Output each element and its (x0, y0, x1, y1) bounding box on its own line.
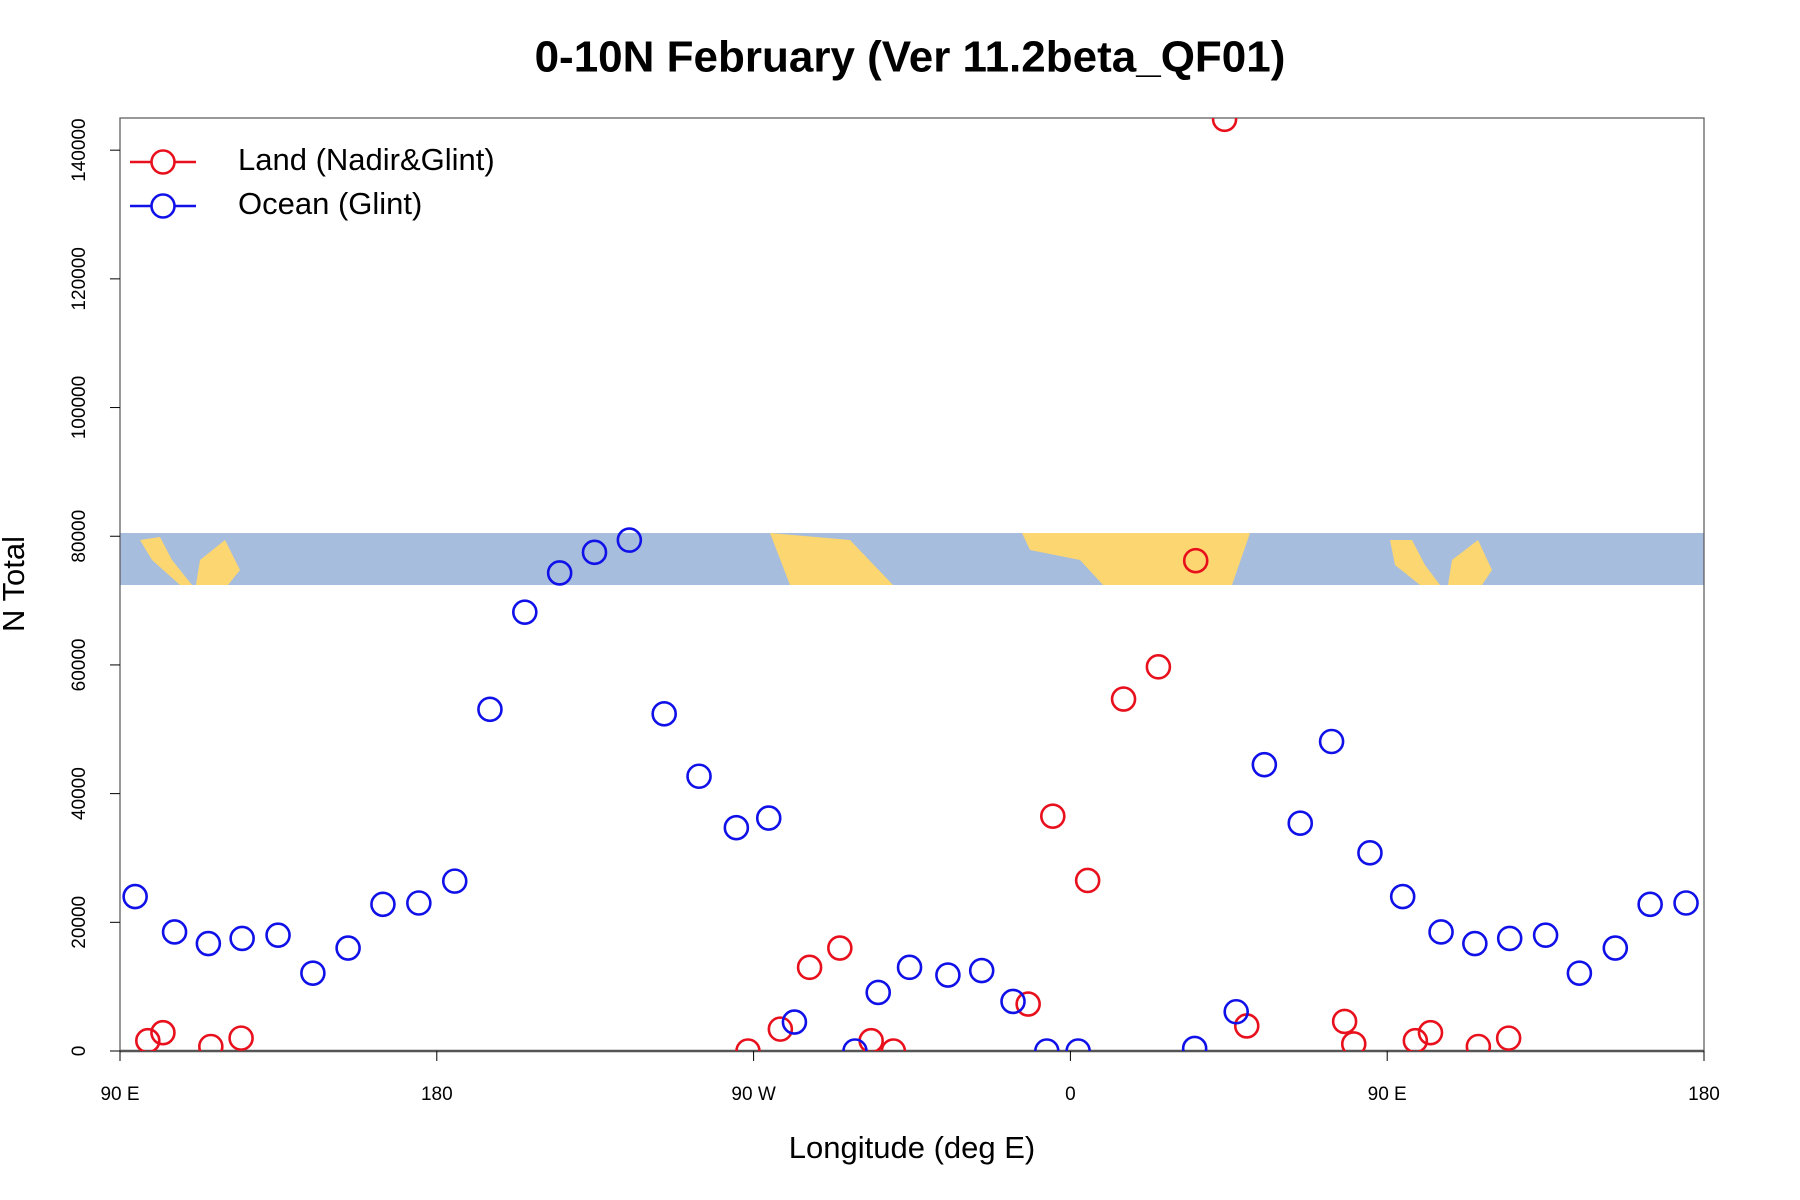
point (1318, 728, 1345, 755)
point (1145, 654, 1172, 680)
y-tick-label: 100000 (69, 376, 90, 439)
point (1181, 1035, 1208, 1051)
legend-marker (150, 193, 176, 219)
point (1182, 547, 1209, 574)
point (1495, 1025, 1522, 1051)
point (1340, 1031, 1367, 1051)
point (1287, 810, 1314, 837)
x-tick-label: 90 E (1368, 1084, 1407, 1105)
point (335, 935, 361, 961)
point (1074, 867, 1101, 894)
point (1417, 1019, 1444, 1046)
point (767, 1016, 794, 1042)
y-axis-label: N Total (0, 536, 31, 632)
point (781, 1009, 808, 1035)
point (896, 954, 923, 981)
point (1000, 988, 1026, 1015)
point (1110, 686, 1137, 712)
point (1034, 1038, 1060, 1051)
legend-label: Land (Nadir&Glint) (238, 142, 495, 177)
y-tick-label: 80000 (69, 510, 90, 563)
point (546, 560, 573, 586)
point (1465, 1033, 1492, 1051)
point (229, 925, 255, 952)
point (370, 891, 396, 918)
point (827, 935, 853, 961)
point (1015, 991, 1041, 1017)
point (135, 1027, 161, 1051)
y-tick-label: 40000 (69, 767, 90, 820)
point (228, 1025, 254, 1051)
point (1211, 118, 1238, 133)
point (651, 701, 677, 727)
point (1496, 925, 1523, 952)
point (406, 890, 432, 916)
point (1040, 803, 1066, 829)
chart-title: 0-10N February (Ver 11.2beta_QF01) (535, 33, 1286, 82)
point (581, 539, 608, 566)
x-tick-label: 180 (421, 1084, 453, 1105)
point (265, 922, 291, 948)
point (1389, 883, 1416, 910)
point (755, 805, 782, 831)
point (723, 814, 750, 841)
point (161, 919, 188, 945)
point (1602, 935, 1629, 961)
point (1566, 960, 1593, 986)
point (1402, 1027, 1429, 1051)
point (880, 1038, 907, 1051)
point (968, 957, 995, 984)
points (122, 118, 1699, 1051)
point (1462, 930, 1488, 957)
legend-label: Ocean (Glint) (238, 186, 422, 221)
x-tick-label: 0 (1065, 1084, 1076, 1105)
point (616, 527, 643, 553)
point (195, 930, 222, 957)
point (1532, 922, 1559, 948)
x-tick-label: 180 (1688, 1084, 1720, 1105)
y-tick-label: 60000 (69, 639, 90, 692)
point (1065, 1038, 1091, 1051)
y-tick-label: 120000 (69, 247, 90, 310)
point (858, 1027, 884, 1051)
point (198, 1033, 224, 1051)
y-tick-label: 140000 (69, 118, 90, 181)
point (150, 1019, 176, 1046)
point (735, 1038, 761, 1051)
point (1673, 890, 1699, 916)
point (1428, 919, 1454, 945)
point (1331, 1008, 1358, 1035)
point (122, 883, 148, 910)
map-band (120, 533, 1704, 585)
y-tick-label: 20000 (69, 896, 90, 949)
point (796, 954, 823, 981)
point (300, 960, 326, 986)
point (511, 599, 538, 625)
point (935, 962, 961, 988)
x-tick-label: 90 W (731, 1084, 775, 1105)
legend-marker (150, 149, 176, 175)
point (1357, 840, 1383, 866)
point (441, 868, 468, 894)
point (865, 979, 892, 1006)
x-tick-label: 90 E (100, 1084, 139, 1105)
point (842, 1038, 868, 1051)
point (1251, 751, 1278, 778)
y-tick-label: 0 (69, 1046, 90, 1057)
point (686, 763, 712, 790)
point (1223, 998, 1249, 1025)
point (477, 696, 503, 723)
point (1637, 891, 1663, 918)
x-axis-label: Longitude (deg E) (789, 1130, 1035, 1165)
